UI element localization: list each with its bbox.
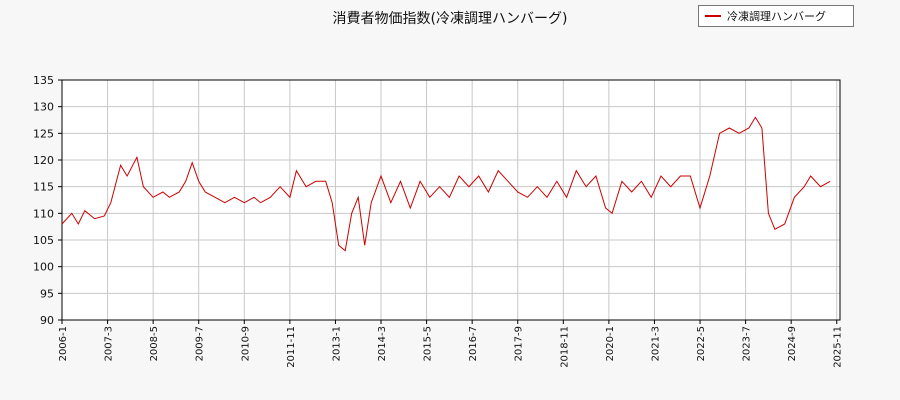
x-tick-label: 2025-11 [833,326,844,368]
x-tick-label: 2023-7 [742,326,753,361]
legend-label: 冷凍調理ハンバーグ [727,10,826,23]
y-tick-label: 115 [33,181,54,194]
y-tick-label: 90 [40,314,54,327]
x-tick-label: 2022-5 [696,326,707,361]
x-tick-label: 2013-1 [331,326,342,361]
y-tick-label: 130 [33,101,54,114]
x-tick-label: 2010-9 [240,326,251,361]
legend-swatch [705,15,721,17]
y-tick-label: 125 [33,127,54,140]
y-tick-label: 135 [33,74,54,87]
x-tick-label: 2021-3 [650,326,661,361]
x-tick-label: 2006-1 [58,326,69,361]
x-tick-label: 2008-5 [149,326,160,361]
legend: 冷凍調理ハンバーグ [698,5,854,27]
x-tick-label: 2009-7 [195,326,206,361]
x-tick-label: 2018-11 [559,326,570,368]
chart-title: 消費者物価指数(冷凍調理ハンバーグ) [332,11,568,27]
x-tick-label: 2015-5 [423,326,434,361]
y-tick-label: 105 [33,234,54,247]
x-tick-label: 2011-11 [286,326,297,368]
y-tick-label: 100 [33,261,54,274]
x-tick-label: 2017-9 [514,326,525,361]
x-tick-label: 2016-7 [468,326,479,361]
y-tick-label: 120 [33,154,54,167]
plot-area [62,80,840,320]
series-line [61,116,831,252]
x-tick-label: 2014-3 [377,326,388,361]
plot-frame [61,79,841,321]
y-tick-label: 110 [33,207,54,220]
x-tick-label: 2024-9 [787,326,798,361]
x-tick-label: 2020-1 [605,326,616,361]
y-tick-label: 95 [40,287,54,300]
x-tick-label: 2007-3 [104,326,115,361]
